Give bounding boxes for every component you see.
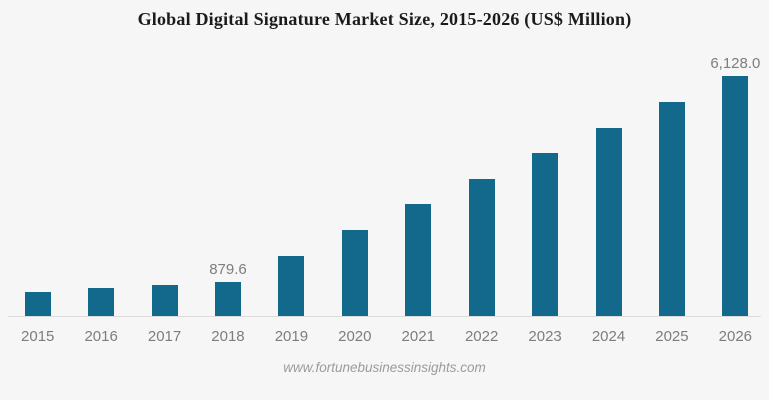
x-tick-label-2020: 2020 — [338, 328, 372, 345]
bar-2020[interactable] — [341, 230, 368, 316]
bar-column-2024 — [577, 74, 640, 316]
x-tick-label-2026: 2026 — [718, 328, 753, 345]
bar-column-2019 — [260, 74, 323, 316]
bar-2023[interactable] — [532, 153, 559, 316]
x-tick-label-2022: 2022 — [464, 328, 499, 345]
bar-2021[interactable] — [405, 204, 432, 316]
bar-column-2018: 879.6 — [196, 74, 259, 316]
bar-column-2016 — [69, 74, 132, 316]
bar-2026[interactable] — [722, 76, 749, 316]
x-tick-label-2021: 2021 — [401, 328, 435, 345]
x-axis-labels: 2015 2016 2017 2018 2019 2020 2021 2022 2023 2024… — [6, 328, 767, 348]
bar-column-2026: 6,128.0 — [704, 55, 767, 316]
x-tick-label-2016: 2016 — [84, 328, 118, 345]
bar-2016[interactable] — [88, 288, 115, 316]
x-tick-label-2018: 2018 — [211, 328, 245, 345]
x-tick-label-2019: 2019 — [274, 328, 309, 345]
source-link[interactable]: www.fortunebusinessinsights.com — [283, 360, 486, 375]
bar-column-2020 — [323, 74, 386, 316]
bar-column-2023 — [513, 74, 576, 316]
bar-column-2017 — [133, 74, 196, 316]
chart-title: Global Digital Signature Market Size, 20… — [137, 9, 632, 29]
x-axis-line — [8, 316, 761, 317]
bar-column-2021 — [387, 74, 450, 316]
bar-column-2022 — [450, 74, 513, 316]
x-tick-label-2024: 2024 — [591, 328, 626, 345]
x-tick-label-2017: 2017 — [147, 328, 182, 345]
bar-column-2015 — [6, 74, 69, 316]
bar-2025[interactable] — [658, 102, 685, 316]
bar-2015[interactable] — [24, 292, 51, 316]
x-tick-label-2023: 2023 — [528, 328, 562, 345]
bar-column-2025 — [640, 74, 703, 316]
bar-2022[interactable] — [468, 179, 495, 316]
bar-2018[interactable] — [214, 282, 241, 316]
bar-2017[interactable] — [151, 285, 178, 316]
bar-2019[interactable] — [278, 256, 305, 316]
data-label-2026: 6,128.0 — [710, 55, 761, 72]
x-tick-label-2025: 2025 — [655, 328, 689, 345]
x-tick-label-2015: 2015 — [21, 328, 55, 345]
bar-2024[interactable] — [595, 128, 622, 316]
data-label-2018: 879.6 — [209, 261, 247, 278]
plot-area: 879.6 6,128.0 — [6, 55, 767, 316]
